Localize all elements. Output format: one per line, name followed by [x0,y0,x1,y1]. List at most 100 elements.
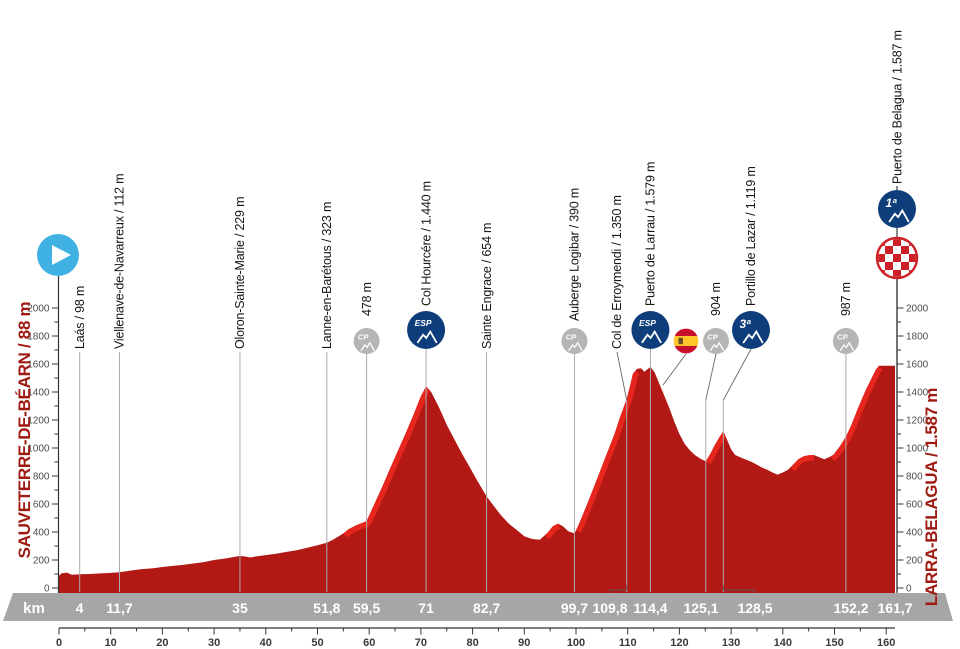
waypoint-puerto-de-belagua: 1ª Puerto de Belagua / 1.587 m [875,30,919,280]
km-value-laas: 4 [76,600,84,616]
elevation-area [59,365,895,593]
x-tick-label: 130 [722,637,740,649]
checker-square [885,262,893,270]
waypoint-cp-987: CP 987 m [832,282,859,354]
mountain-glyph [416,329,438,344]
finish-checkered-icon [875,236,919,280]
waypoint-auberge-logibar: CP Auberge Logibar / 390 m [561,188,588,354]
x-tick-label: 150 [825,637,843,649]
y-tick-label: 800 [906,472,923,483]
cp-text: CP [566,333,577,342]
checker-square [893,270,901,277]
waypoint-puerto-de-larrau: ESP Puerto de Larrau / 1.579 m [631,162,670,349]
waypoint-label-auberge-logibar: Auberge Logibar / 390 m [568,188,582,321]
climb-circle [407,311,446,349]
y-tick-label: 800 [33,472,50,483]
cp-text: CP [707,333,718,342]
y-tick-label: 0 [906,584,912,595]
x-tick-label: 10 [105,637,117,649]
stage-start-label: SAUVETERRE-DE-BÉARN / 88 m [15,301,34,558]
checker-square [909,254,916,262]
waypoint-lanne-en-baretous: Lanne-en-Barétous / 323 m [320,202,334,349]
waypoint-col-de-erroymendi: Col de Erroymendi / 1.350 m [610,195,624,349]
x-tick-label: 20 [156,637,168,649]
waypoint-label-oloron-sainte-marie: Oloron-Sainte-Marie / 229 m [233,197,247,349]
flag-emblem [678,337,683,345]
checker-square [901,262,909,270]
esp-text: ESP [639,318,656,328]
waypoint-label-col-hourcere: Col Hourcére / 1.440 m [419,181,433,306]
cp-text: CP [358,333,369,342]
mountain-glyph [709,341,725,352]
y-axis-left: 0 200 400 600 800 1000 1200 1400 1600 1800 2000 [27,276,60,595]
waypoint-label-cp-478: 478 m [360,282,374,316]
km-value-puerto-de-belagua: 161,7 [877,600,912,616]
mountain-glyph [888,208,910,223]
km-value-cp-904: 125,1 [683,600,718,616]
leader-line [705,353,717,401]
checkpoint-icon: CP [832,328,859,354]
x-tick-label: 0 [56,637,62,649]
esp-text: ESP [415,318,432,328]
x-tick-label: 50 [311,637,323,649]
spain-flag-icon [673,328,699,354]
y-tick-label: 1200 [906,416,929,427]
km-bracket [722,585,756,593]
x-tick-label: 60 [363,637,375,649]
mountain-glyph [568,341,583,352]
waypoint-label-puerto-de-belagua: Puerto de Belagua / 1.587 m [891,30,905,184]
x-tick-label: 160 [877,637,895,649]
x-tick-label: 70 [415,637,427,649]
start-play-icon [37,234,79,276]
y-tick-label: 600 [906,500,923,511]
y-tick-label: 1000 [906,444,929,455]
checker-square [878,254,885,262]
esp-climb-icon: ESP [631,311,670,349]
waypoint-label-viellenave-de-navarreux: Viellenave-de-Navarreux / 112 m [113,174,127,349]
y-tick-label: 1400 [27,388,50,399]
x-tick-label: 80 [466,637,478,649]
elevation-profile [59,365,895,593]
checkpoint-icon: CP [703,328,729,354]
x-axis: 0 10 20 30 40 50 60 70 80 90 100 110 120 130 140 150 160 [56,627,895,649]
waypoint-label-cp-987: 987 m [839,282,853,316]
category-text: 3ª [739,317,751,331]
mountain-glyph [641,329,662,344]
category-1-icon: 1ª [878,190,916,228]
km-value-oloron-sainte-marie: 35 [232,600,248,616]
waypoints: Laás / 98 m Viellenave-de-Navarreux / 112… [73,30,919,354]
checker-square [901,246,909,254]
mountain-glyph [360,341,375,352]
waypoint-cp-904: CP 904 m [703,282,729,354]
km-value-auberge-logibar: 99,7 [561,600,588,616]
y-tick-label: 2000 [906,304,929,315]
flag-band-yellow [673,336,699,346]
km-value-puerto-de-larrau: 114,4 [633,600,667,616]
waypoint-label-laas: Laás / 98 m [73,286,87,349]
y-tick-label: 600 [33,500,50,511]
x-tick-label: 110 [619,637,637,649]
leader-line [616,351,628,401]
flag-leader-line [662,353,687,386]
waypoint-label-puerto-de-larrau: Puerto de Larrau / 1.579 m [644,162,658,306]
km-unit-label: km [23,600,45,617]
checker-square [893,239,901,246]
km-value-portillo-de-lazar: 128,5 [737,600,772,616]
x-tick-label: 120 [670,637,688,649]
y-tick-label: 400 [33,528,50,539]
x-tick-label: 100 [567,637,585,649]
checker-square [885,246,893,254]
category-3-icon: 3ª [732,311,770,349]
climb-circle [878,190,916,228]
start-marker [37,234,79,276]
waypoint-label-cp-904: 904 m [709,282,723,316]
category-text: 1ª [885,196,897,210]
waypoint-label-portillo-de-lazar: Portillo de Lazar / 1.119 m [744,166,758,306]
x-tick-label: 140 [774,637,792,649]
km-value-cp-987: 152,2 [833,600,868,616]
x-tick-label: 30 [208,637,220,649]
waypoint-label-col-de-erroymendi: Col de Erroymendi / 1.350 m [610,195,624,349]
km-band-background [3,593,953,621]
